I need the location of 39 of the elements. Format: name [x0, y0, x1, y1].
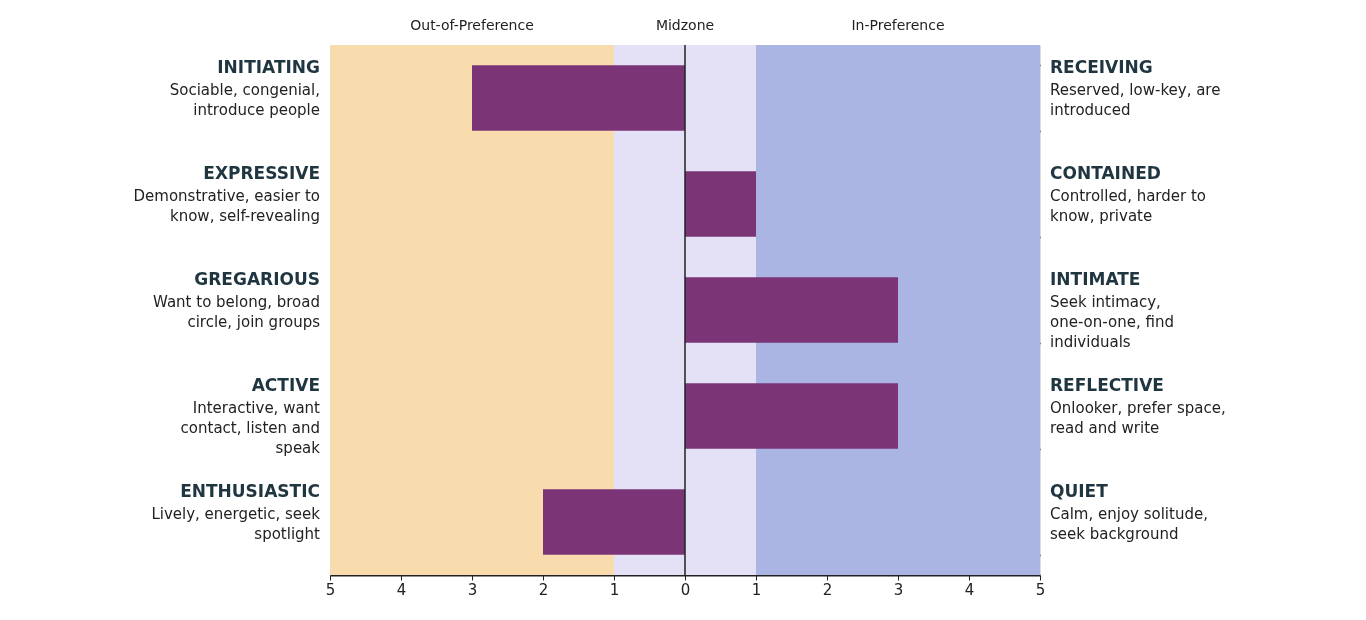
x-tick-label: 4 — [964, 580, 975, 599]
y-tick-label: INITIATING — [217, 57, 320, 77]
bar — [685, 171, 756, 237]
x-tick-label: 2 — [538, 580, 549, 599]
text: Want to belong, broad circle, join groups — [153, 293, 321, 331]
y2-tick-label: QUIET — [1050, 481, 1109, 501]
x-tick-label: 1 — [609, 580, 620, 599]
y2-tick-label: REFLECTIVE — [1050, 375, 1164, 395]
x-tick-label: 4 — [396, 580, 407, 599]
text: Seek intimacy, one-on-one, find individuals — [1050, 293, 1174, 351]
text: Demonstrative, easier to know, self-revealing — [133, 187, 320, 225]
x-tick-label: 3 — [893, 580, 904, 599]
x-tick-label: 0 — [680, 580, 691, 599]
text: Interactive, want contact, listen and speak — [180, 399, 321, 457]
x-tick-label: 1 — [751, 580, 762, 599]
x-tick-label: 3 — [467, 580, 478, 599]
text: Lively, energetic, seek spotlight — [151, 505, 321, 543]
y-tick-label: ENTHUSIASTIC — [180, 481, 320, 501]
text: Reserved, low-key, are introduced — [1050, 81, 1221, 119]
y2-tick-label: CONTAINED — [1050, 163, 1161, 183]
band-label: In-Preference — [851, 17, 945, 33]
band-label: Midzone — [655, 17, 715, 33]
bar — [685, 383, 898, 449]
text: Controlled, harder to know, private — [1050, 187, 1207, 225]
x-tick-label: 2 — [822, 580, 833, 599]
x-tick-label: 5 — [1035, 580, 1046, 599]
y2-tick-label: INTIMATE — [1050, 269, 1141, 289]
y-tick-label: GREGARIOUS — [194, 269, 320, 289]
bar — [472, 65, 685, 131]
y-tick-label: EXPRESSIVE — [203, 163, 320, 183]
text: Calm, enjoy solitude, seek background — [1050, 505, 1208, 543]
band-label: Out-of-Preference — [410, 17, 534, 33]
y2-tick-label: RECEIVING — [1050, 57, 1153, 77]
text: Sociable, congenial, introduce people — [169, 81, 320, 119]
y-tick-label: ACTIVE — [251, 375, 320, 395]
text: Onlooker, prefer space, read and write — [1050, 399, 1226, 437]
bar — [543, 489, 685, 555]
bar — [685, 277, 898, 343]
x-tick-label: 5 — [325, 580, 336, 599]
